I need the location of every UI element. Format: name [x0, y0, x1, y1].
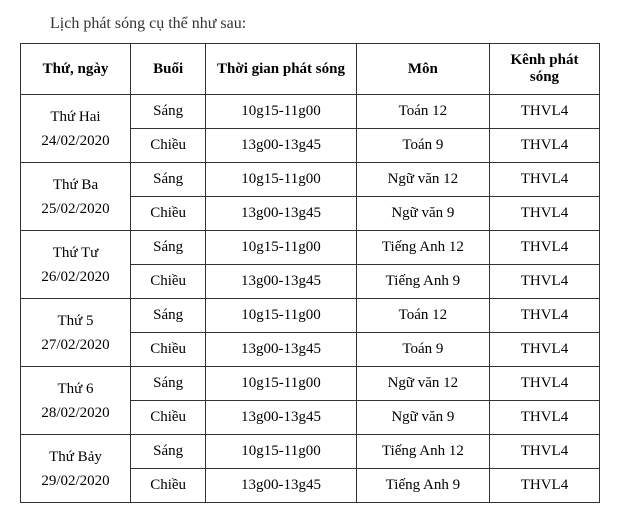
header-session: Buổi	[131, 44, 206, 95]
table-caption: Lịch phát sóng cụ thể như sau:	[20, 15, 600, 33]
channel-cell: THVL4	[489, 333, 599, 367]
day-name: Thứ Hai	[27, 105, 124, 129]
day-name: Thứ 6	[27, 377, 124, 401]
time-cell: 10g15-11g00	[206, 231, 357, 265]
channel-cell: THVL4	[489, 367, 599, 401]
channel-cell: THVL4	[489, 231, 599, 265]
session-cell: Sáng	[131, 95, 206, 129]
time-cell: 13g00-13g45	[206, 401, 357, 435]
day-date: 29/02/2020	[27, 469, 124, 493]
table-row: Thứ Hai24/02/2020Sáng10g15-11g00Toán 12T…	[21, 95, 600, 129]
channel-cell: THVL4	[489, 163, 599, 197]
time-cell: 10g15-11g00	[206, 435, 357, 469]
subject-cell: Tiếng Anh 9	[356, 265, 489, 299]
time-cell: 10g15-11g00	[206, 95, 357, 129]
channel-cell: THVL4	[489, 265, 599, 299]
header-day: Thứ, ngày	[21, 44, 131, 95]
table-row: Thứ Bảy29/02/2020Sáng10g15-11g00Tiếng An…	[21, 435, 600, 469]
subject-cell: Toán 12	[356, 299, 489, 333]
session-cell: Chiều	[131, 333, 206, 367]
channel-cell: THVL4	[489, 469, 599, 503]
day-date: 28/02/2020	[27, 401, 124, 425]
session-cell: Chiều	[131, 129, 206, 163]
channel-cell: THVL4	[489, 197, 599, 231]
subject-cell: Ngữ văn 12	[356, 163, 489, 197]
time-cell: 13g00-13g45	[206, 197, 357, 231]
session-cell: Sáng	[131, 435, 206, 469]
day-cell: Thứ Ba25/02/2020	[21, 163, 131, 231]
day-name: Thứ Ba	[27, 173, 124, 197]
time-cell: 10g15-11g00	[206, 163, 357, 197]
session-cell: Sáng	[131, 367, 206, 401]
day-cell: Thứ Tư26/02/2020	[21, 231, 131, 299]
channel-cell: THVL4	[489, 299, 599, 333]
session-cell: Sáng	[131, 163, 206, 197]
session-cell: Chiều	[131, 197, 206, 231]
header-row: Thứ, ngày Buổi Thời gian phát sóng Môn K…	[21, 44, 600, 95]
time-cell: 13g00-13g45	[206, 469, 357, 503]
channel-cell: THVL4	[489, 129, 599, 163]
header-channel: Kênh phát sóng	[489, 44, 599, 95]
day-date: 25/02/2020	[27, 197, 124, 221]
channel-cell: THVL4	[489, 401, 599, 435]
day-cell: Thứ Hai24/02/2020	[21, 95, 131, 163]
channel-cell: THVL4	[489, 435, 599, 469]
subject-cell: Ngữ văn 9	[356, 197, 489, 231]
subject-cell: Tiếng Anh 12	[356, 231, 489, 265]
subject-cell: Tiếng Anh 12	[356, 435, 489, 469]
subject-cell: Ngữ văn 12	[356, 367, 489, 401]
time-cell: 13g00-13g45	[206, 265, 357, 299]
day-date: 26/02/2020	[27, 265, 124, 289]
day-cell: Thứ 628/02/2020	[21, 367, 131, 435]
time-cell: 13g00-13g45	[206, 333, 357, 367]
day-date: 27/02/2020	[27, 333, 124, 357]
day-cell: Thứ Bảy29/02/2020	[21, 435, 131, 503]
table-row: Thứ 628/02/2020Sáng10g15-11g00Ngữ văn 12…	[21, 367, 600, 401]
subject-cell: Toán 12	[356, 95, 489, 129]
day-cell: Thứ 527/02/2020	[21, 299, 131, 367]
time-cell: 10g15-11g00	[206, 299, 357, 333]
subject-cell: Tiếng Anh 9	[356, 469, 489, 503]
session-cell: Sáng	[131, 231, 206, 265]
day-name: Thứ Bảy	[27, 445, 124, 469]
session-cell: Chiều	[131, 469, 206, 503]
channel-cell: THVL4	[489, 95, 599, 129]
schedule-table: Thứ, ngày Buổi Thời gian phát sóng Môn K…	[20, 43, 600, 503]
subject-cell: Toán 9	[356, 333, 489, 367]
day-name: Thứ Tư	[27, 241, 124, 265]
session-cell: Sáng	[131, 299, 206, 333]
header-time: Thời gian phát sóng	[206, 44, 357, 95]
subject-cell: Ngữ văn 9	[356, 401, 489, 435]
subject-cell: Toán 9	[356, 129, 489, 163]
session-cell: Chiều	[131, 401, 206, 435]
time-cell: 13g00-13g45	[206, 129, 357, 163]
day-date: 24/02/2020	[27, 129, 124, 153]
time-cell: 10g15-11g00	[206, 367, 357, 401]
table-row: Thứ Ba25/02/2020Sáng10g15-11g00Ngữ văn 1…	[21, 163, 600, 197]
table-row: Thứ Tư26/02/2020Sáng10g15-11g00Tiếng Anh…	[21, 231, 600, 265]
header-subject: Môn	[356, 44, 489, 95]
day-name: Thứ 5	[27, 309, 124, 333]
session-cell: Chiều	[131, 265, 206, 299]
table-row: Thứ 527/02/2020Sáng10g15-11g00Toán 12THV…	[21, 299, 600, 333]
